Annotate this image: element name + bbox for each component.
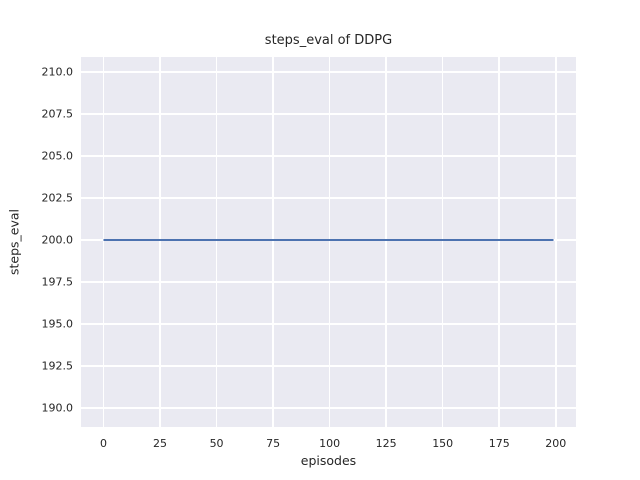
x-tick-label: 150	[432, 437, 454, 450]
gridline-horizontal	[81, 323, 576, 325]
x-tick-label: 175	[488, 437, 510, 450]
gridline-horizontal	[81, 365, 576, 367]
gridline-vertical	[498, 57, 501, 427]
gridline-vertical	[159, 57, 161, 427]
x-tick-label: 0	[100, 437, 107, 450]
x-tick-label: 25	[153, 437, 168, 450]
y-tick-label: 192.5	[41, 359, 74, 373]
y-tick-label: 190.0	[41, 401, 74, 415]
y-tick-label: 210.0	[41, 65, 74, 79]
series-layer	[103, 238, 554, 241]
gridline-horizontal	[81, 197, 576, 199]
y-tick-label: 207.5	[41, 107, 74, 121]
gridline-vertical	[102, 57, 105, 427]
gridline-horizontal	[81, 71, 576, 73]
gridline-vertical	[215, 57, 218, 427]
plot-area	[81, 57, 576, 427]
y-tick-label: 200.0	[41, 233, 74, 247]
x-tick-label: 125	[375, 437, 397, 450]
gridline-horizontal	[81, 155, 576, 157]
gridline-vertical	[554, 57, 557, 427]
gridline-horizontal	[81, 113, 576, 115]
y-tick-label: 197.5	[41, 275, 74, 289]
y-tick-label: 195.0	[41, 317, 74, 331]
gridline-vertical	[385, 57, 387, 427]
y-tick-label: 205.0	[41, 149, 74, 163]
x-tick-label: 75	[266, 437, 281, 450]
x-tick-label: 50	[209, 437, 224, 450]
x-tick-labels: 0 25 50 75 100 125 150 175 200	[81, 437, 576, 453]
gridline-vertical	[328, 57, 331, 427]
x-axis-label: episodes	[300, 453, 357, 468]
chart-title: steps_eval of DDPG	[264, 33, 393, 48]
y-tick-label: 202.5	[41, 191, 74, 205]
y-tick-labels: 190.0 192.5 195.0 197.5 200.0 202.5 205.0 207.5…	[0, 57, 74, 427]
x-tick-label: 100	[319, 437, 341, 450]
gridline-horizontal	[81, 281, 576, 283]
gridline-horizontal	[81, 407, 576, 409]
x-tick-label: 200	[545, 437, 567, 450]
gridline-vertical	[272, 57, 274, 427]
gridline-vertical	[441, 57, 444, 427]
